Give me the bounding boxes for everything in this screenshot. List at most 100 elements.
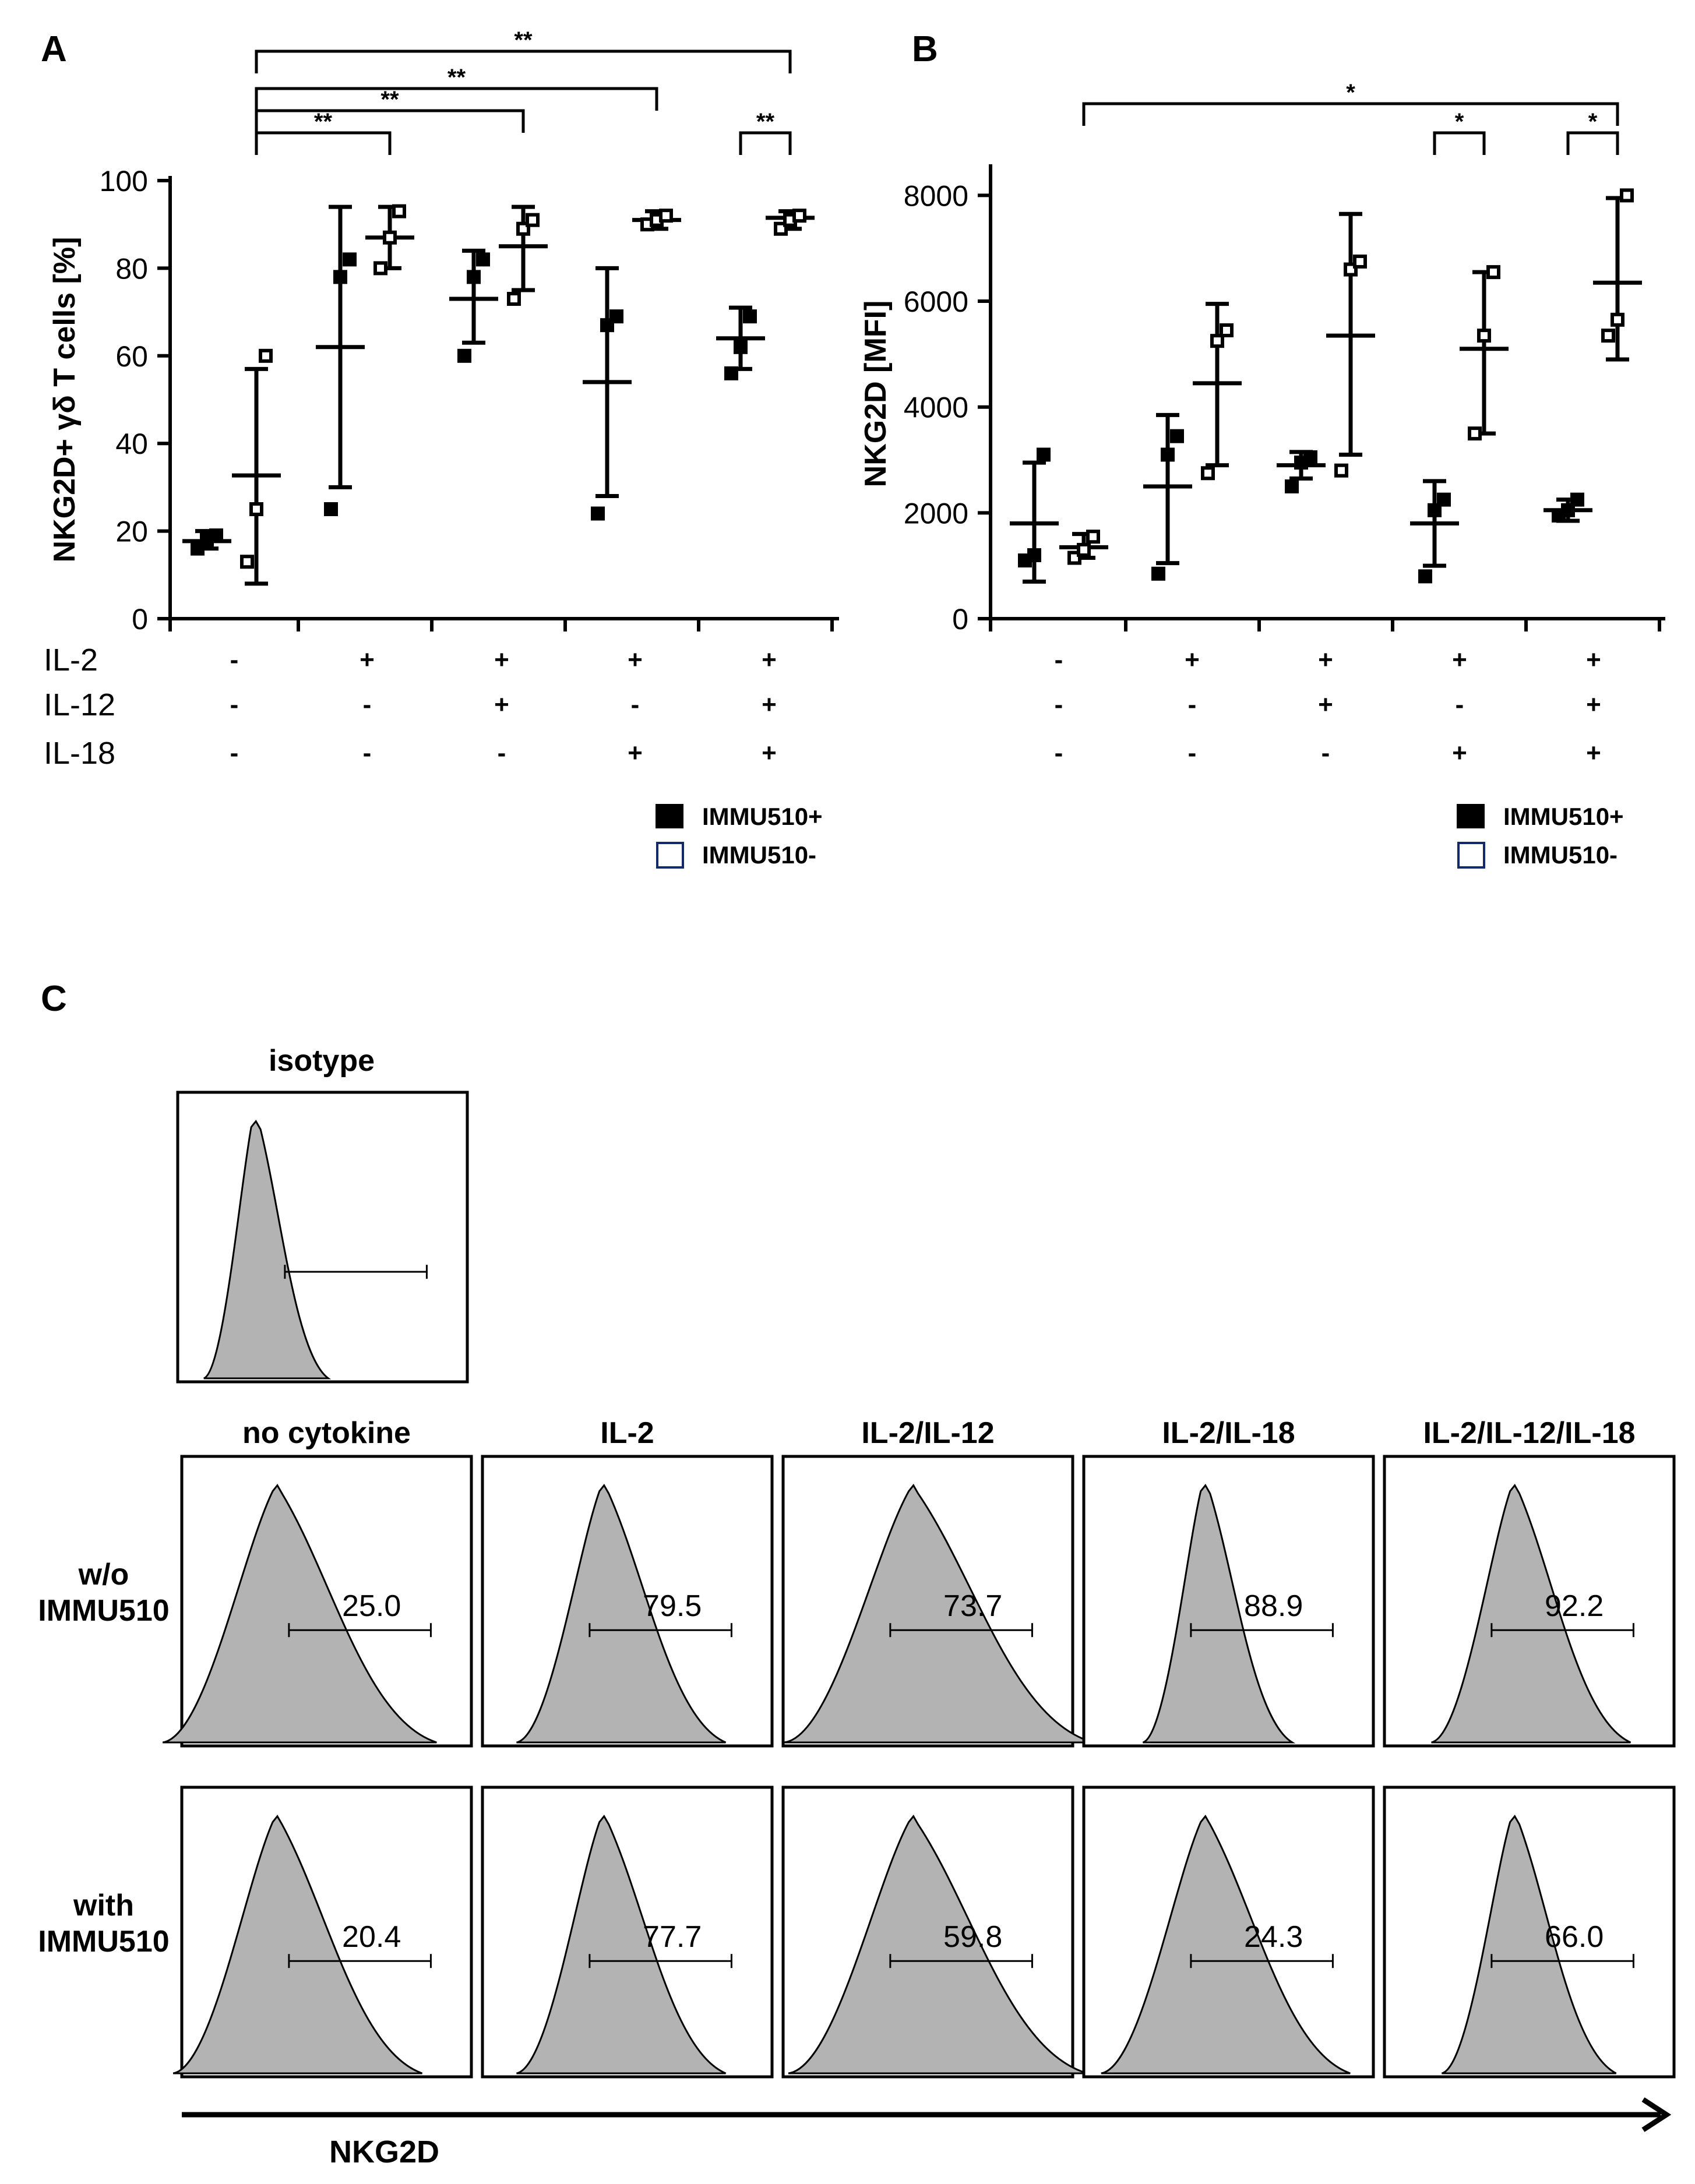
significance-bracket <box>255 131 392 155</box>
y-axis-label: NKG2D+ γδ T cells [%] <box>48 237 82 563</box>
condition-sign: + <box>762 690 777 719</box>
gate-percentage: 20.4 <box>342 1920 401 1954</box>
data-point-open <box>1086 530 1100 544</box>
legend-swatch-open <box>1457 842 1485 869</box>
data-point-filled <box>324 502 338 516</box>
condition-sign: - <box>363 690 372 719</box>
column-title: no cytokine <box>242 1416 411 1450</box>
condition-sign: - <box>230 690 239 719</box>
x-axis-label-nkg2d: NKG2D <box>329 2134 439 2169</box>
legend-swatch-filled <box>1457 804 1485 828</box>
data-point-filled <box>1437 492 1451 507</box>
condition-sign: + <box>1318 690 1333 719</box>
condition-sign: - <box>230 645 239 674</box>
data-point-open <box>526 213 540 227</box>
condition-sign: - <box>1322 739 1330 767</box>
data-point-open <box>1201 466 1215 481</box>
y-tick-label: 6000 <box>904 285 968 318</box>
gate-percentage: 77.7 <box>643 1920 702 1954</box>
condition-sign: + <box>494 690 509 719</box>
data-point-open <box>259 348 273 363</box>
histogram-1-3-histogram <box>1101 1815 1351 2074</box>
significance-label: ** <box>756 109 775 135</box>
data-point-open <box>1334 463 1348 478</box>
y-tick-label: 40 <box>115 428 148 460</box>
data-point-open <box>507 292 521 306</box>
data-point-open <box>1468 426 1482 441</box>
gate-percentage: 79.5 <box>643 1589 702 1623</box>
data-point-filled <box>734 340 748 354</box>
condition-sign: + <box>628 739 643 767</box>
row-label: with <box>73 1889 134 1922</box>
condition-sign: + <box>1185 645 1200 674</box>
y-tick-label: 0 <box>132 603 148 636</box>
histogram-0-0-histogram <box>162 1484 437 1744</box>
condition-sign: + <box>762 645 777 674</box>
condition-row-label: IL-2 <box>44 643 98 678</box>
condition-sign: + <box>1452 739 1467 767</box>
data-point-open <box>1210 334 1224 348</box>
condition-sign: - <box>1055 645 1063 674</box>
significance-bracket <box>1082 102 1619 126</box>
legend-label-open: IMMU510- <box>1503 841 1618 869</box>
significance-bracket <box>255 109 525 133</box>
histogram-0-4-histogram <box>1431 1484 1631 1744</box>
condition-sign: - <box>363 739 372 767</box>
row-label: IMMU510 <box>38 1925 169 1959</box>
data-point-filled <box>724 366 738 380</box>
histogram-panel-c: isotype no cytokine IL-2 IL-2/IL-12 IL-2/IL-… <box>38 1044 1676 2169</box>
y-tick-label: 80 <box>115 252 148 285</box>
data-point-filled <box>743 309 757 324</box>
arrow-head <box>1641 2097 1672 2132</box>
row-label: w/o <box>78 1558 129 1592</box>
condition-sign: + <box>1586 739 1601 767</box>
condition-sign: + <box>360 645 375 674</box>
condition-sign: + <box>1586 690 1601 719</box>
condition-sign: + <box>628 645 643 674</box>
legend-label-filled: IMMU510+ <box>702 803 823 830</box>
gate-percentage: 59.8 <box>943 1920 1002 1954</box>
data-point-open <box>1477 329 1491 343</box>
y-tick-label: 100 <box>100 165 148 197</box>
data-point-filled <box>591 506 605 521</box>
y-tick-label: 20 <box>115 516 148 548</box>
isotype-histogram <box>203 1120 332 1379</box>
isotype-title: isotype <box>269 1044 375 1078</box>
data-point-filled <box>1170 429 1184 443</box>
data-point-filled <box>1285 479 1299 493</box>
data-point-open <box>249 502 263 516</box>
data-point-filled <box>609 309 623 324</box>
data-point-filled <box>1161 447 1175 462</box>
column-title: IL-2/IL-12 <box>861 1416 994 1450</box>
data-point-open <box>659 209 673 223</box>
histogram-0-2-histogram <box>784 1484 1094 1744</box>
histogram-1-4-histogram <box>1441 1815 1617 2074</box>
gate-percentage: 66.0 <box>1545 1920 1604 1954</box>
chart-a: 0 20 40 60 80 100 NKG2D+ γδ T cells [%] ** ** ** *… <box>44 27 839 869</box>
gate-percentage: 92.2 <box>1545 1589 1604 1623</box>
legend-swatch-filled <box>656 804 683 828</box>
legend-label-open: IMMU510- <box>702 841 816 869</box>
data-point-filled <box>457 348 471 363</box>
histogram-1-1-histogram <box>516 1815 727 2074</box>
data-point-filled <box>476 252 490 267</box>
condition-sign: - <box>498 739 506 767</box>
significance-label: ** <box>447 65 466 90</box>
condition-sign: + <box>762 739 777 767</box>
panel-label-a: A <box>41 29 67 69</box>
condition-sign: - <box>1055 739 1063 767</box>
data-point-filled <box>1418 569 1432 584</box>
gate-percentage: 25.0 <box>342 1589 401 1623</box>
condition-sign: - <box>1456 690 1464 719</box>
y-tick-label: 2000 <box>904 497 968 530</box>
column-title: IL-2/IL-18 <box>1162 1416 1295 1450</box>
data-point-open <box>1620 188 1634 203</box>
significance-label: ** <box>314 109 333 135</box>
significance-bracket <box>1566 131 1619 155</box>
condition-row-label: IL-12 <box>44 687 115 722</box>
condition-sign: + <box>494 645 509 674</box>
legend-label-filled: IMMU510+ <box>1503 803 1624 830</box>
histogram-0-3-histogram <box>1142 1484 1296 1744</box>
data-point-open <box>1077 542 1091 557</box>
data-point-open <box>1220 323 1234 338</box>
